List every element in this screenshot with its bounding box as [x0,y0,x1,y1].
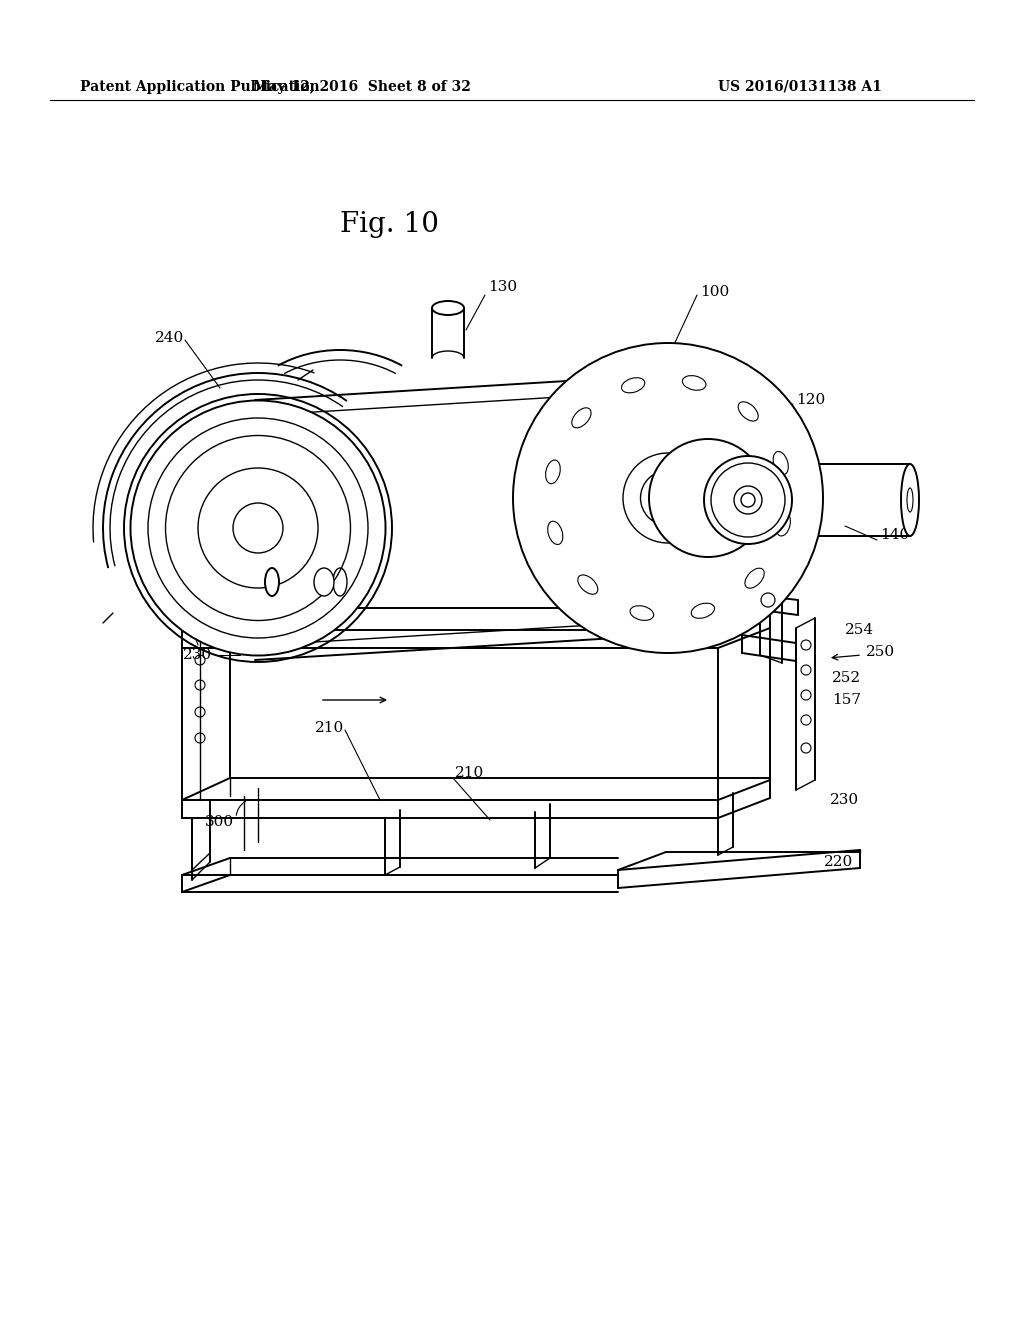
Ellipse shape [738,401,758,421]
Text: 110: 110 [638,351,668,366]
Ellipse shape [265,568,279,597]
Ellipse shape [734,486,762,513]
Text: 140: 140 [880,528,909,543]
Ellipse shape [548,521,563,545]
Text: 100: 100 [700,285,729,300]
Ellipse shape [741,492,755,507]
Ellipse shape [773,451,788,475]
Text: May 12, 2016  Sheet 8 of 32: May 12, 2016 Sheet 8 of 32 [253,81,471,94]
Ellipse shape [432,301,464,315]
Ellipse shape [630,606,653,620]
Ellipse shape [640,470,695,525]
Ellipse shape [705,455,792,544]
Ellipse shape [744,568,764,589]
Text: 230: 230 [830,793,859,807]
Text: 210: 210 [455,766,484,780]
Text: 240: 240 [155,331,184,345]
Text: 210: 210 [315,721,344,735]
Ellipse shape [578,576,598,594]
Ellipse shape [546,461,560,483]
Text: 300: 300 [205,814,234,829]
Ellipse shape [314,568,334,597]
Text: Patent Application Publication: Patent Application Publication [80,81,319,94]
Text: 130: 130 [155,492,184,507]
Ellipse shape [571,408,591,428]
Ellipse shape [901,465,919,536]
Text: 120: 120 [796,393,825,407]
Text: Fig. 10: Fig. 10 [341,211,439,239]
Ellipse shape [649,440,767,557]
Text: 130: 130 [488,280,517,294]
Text: 220: 220 [824,855,853,869]
Text: 252: 252 [831,671,861,685]
Text: 157: 157 [831,693,861,708]
Ellipse shape [130,400,385,656]
Text: US 2016/0131138 A1: US 2016/0131138 A1 [718,81,882,94]
Ellipse shape [776,512,791,536]
Text: 150: 150 [148,583,177,597]
Text: 254: 254 [845,623,874,638]
Text: 250: 250 [866,645,895,659]
Text: 230: 230 [183,648,212,663]
Text: 240: 240 [778,445,807,459]
Ellipse shape [711,463,785,537]
Ellipse shape [682,376,706,391]
Ellipse shape [691,603,715,618]
Ellipse shape [622,378,645,393]
Ellipse shape [513,343,823,653]
